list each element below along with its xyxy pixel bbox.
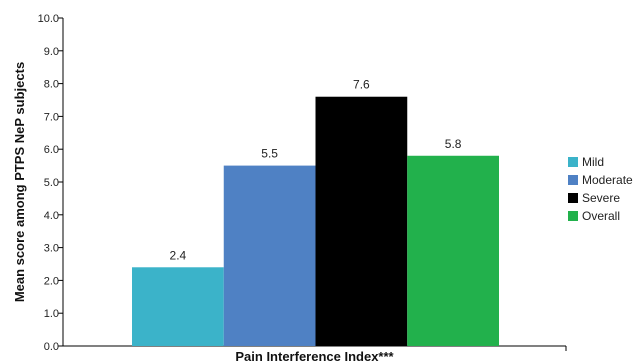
y-tick-label: 2.0 [44,275,59,287]
data-label-severe: 7.6 [353,78,370,92]
data-label-moderate: 5.5 [261,147,278,161]
bar-moderate [224,166,316,346]
y-tick-label: 4.0 [44,210,59,222]
legend-label-moderate: Moderate [582,173,633,187]
data-label-mild: 2.4 [170,248,187,262]
y-tick-label: 5.0 [44,177,59,189]
legend-label-overall: Overall [582,209,620,223]
y-tick-label: 3.0 [44,243,59,255]
y-tick-label: 1.0 [44,308,59,320]
bars [132,97,499,346]
legend-label-mild: Mild [582,155,604,169]
data-label-overall: 5.8 [445,137,462,151]
bar-overall [407,156,499,346]
legend-swatch-severe [568,193,578,203]
y-tick-label: 7.0 [44,111,59,123]
legend-swatch-overall [568,211,578,221]
legend-swatch-mild [568,157,578,167]
y-tick-label: 9.0 [44,46,59,58]
legend-label-severe: Severe [582,191,620,205]
legend-swatch-moderate [568,175,578,185]
y-tick-label: 10.0 [38,13,59,25]
y-tick-label: 0.0 [44,341,59,353]
x-axis-title: Pain Interference Index*** [235,349,394,364]
y-tick-label: 8.0 [44,79,59,91]
bar-severe [316,97,408,346]
y-axis-title: Mean score among PTPS NeP subjects [12,62,27,302]
legend: Mild Moderate Severe Overall [568,155,633,223]
bar-mild [132,267,224,346]
y-tick-label: 6.0 [44,144,59,156]
